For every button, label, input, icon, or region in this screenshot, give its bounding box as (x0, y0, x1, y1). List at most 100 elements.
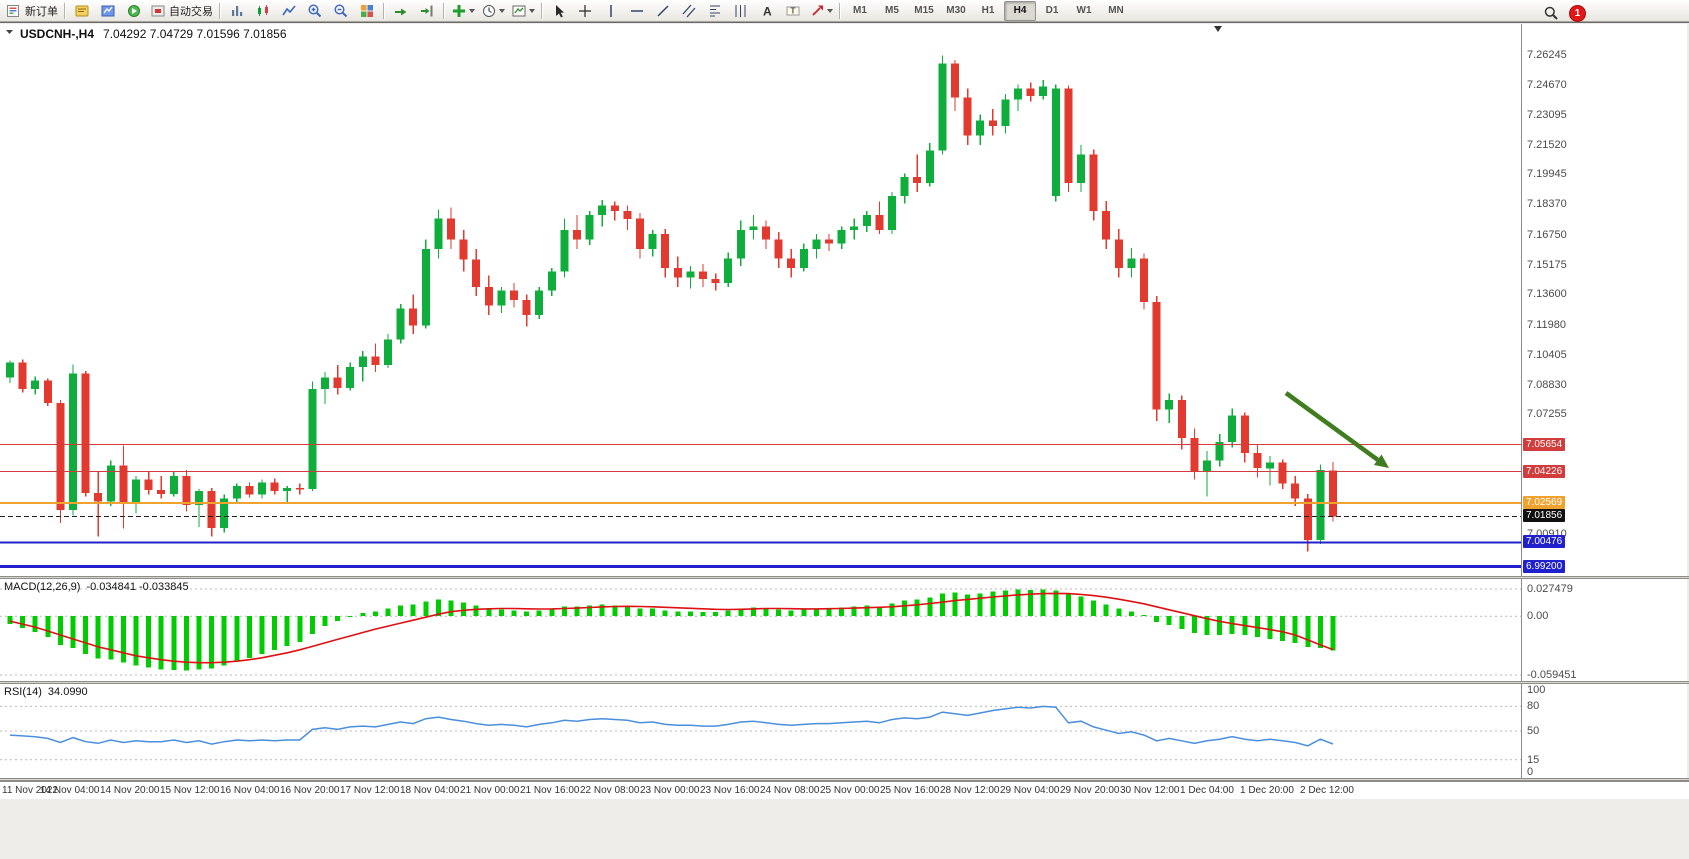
panel-splitter[interactable] (0, 681, 1689, 684)
timeframe-w1-button[interactable]: W1 (1076, 5, 1092, 16)
crosshair-button[interactable] (572, 1, 598, 21)
new-order-icon (7, 4, 19, 17)
text-label-button[interactable]: T (780, 1, 806, 21)
macd-histogram-bar (120, 616, 126, 663)
bar-chart-button[interactable] (224, 1, 250, 21)
chart-shift-button[interactable] (414, 1, 440, 21)
candle-body (774, 239, 783, 259)
price-panel[interactable]: USDCNH-,H4 7.04292 7.04729 7.01596 7.0185… (0, 24, 1521, 576)
macd-histogram-bar (398, 605, 404, 617)
macd-histogram-bar (851, 606, 857, 617)
separator (64, 2, 66, 19)
candlestick-chart[interactable] (0, 24, 1521, 576)
main-toolbar: 新订单 自动交易 (0, 0, 1689, 22)
timeframe-d1-button[interactable]: D1 (1045, 5, 1059, 16)
candle-body (699, 271, 707, 280)
timeframe-h1-button[interactable]: H1 (981, 5, 995, 16)
rsi-chart[interactable] (0, 684, 1521, 778)
macd-axis[interactable]: 0.027479 0.00 -0.059451 (1521, 579, 1687, 681)
fibonacci-button[interactable] (702, 1, 728, 21)
candle-body (18, 362, 27, 389)
zoom-out-button[interactable] (328, 1, 354, 21)
timeframe-mn-button[interactable]: MN (1108, 5, 1124, 16)
candle-body (1215, 441, 1224, 461)
timeframe-m1-button[interactable]: M1 (853, 5, 867, 16)
rsi-axis[interactable]: 100 80 50 15 0 (1521, 684, 1687, 778)
macd-panel[interactable]: MACD(12,26,9) -0.034841 -0.033845 (0, 579, 1521, 681)
candle-body (1303, 498, 1312, 541)
search-button[interactable] (1538, 3, 1564, 23)
cursor-button[interactable] (546, 1, 572, 21)
candle-body (384, 339, 392, 366)
current-price-badge: 7.01856 (1523, 509, 1566, 523)
templates-button[interactable] (508, 1, 538, 21)
new-order-button[interactable]: 新订单 (3, 1, 61, 21)
text-button[interactable]: A (754, 1, 780, 21)
metaeditor-button[interactable] (69, 1, 95, 21)
macd-histogram-bar (183, 616, 189, 671)
trendline-button[interactable] (650, 1, 676, 21)
candlestick-chart-button[interactable] (250, 1, 276, 21)
macd-histogram-bar (246, 616, 252, 658)
time-axis-label: 11 Nov 2022 (2, 785, 58, 796)
notification-badge[interactable]: 1 (1569, 4, 1586, 22)
macd-histogram-bar (309, 616, 315, 634)
price-axis-label: 7.26245 (1527, 49, 1567, 62)
channel-icon (682, 4, 696, 17)
price-axis-label: 7.16750 (1527, 228, 1567, 241)
rsi-panel[interactable]: RSI(14) 34.0990 (0, 684, 1521, 778)
candle-body (308, 388, 317, 489)
candle-body (1177, 400, 1186, 438)
macd-histogram-bar (750, 607, 756, 617)
data-window-button[interactable] (95, 1, 121, 21)
candle-body (1140, 258, 1148, 302)
candle-body (106, 465, 115, 502)
candle-body (1077, 154, 1085, 183)
macd-histogram-bar (1154, 616, 1160, 623)
arrows-button[interactable] (806, 1, 836, 21)
candle-body (825, 239, 833, 244)
panel-splitter[interactable] (0, 778, 1689, 781)
candle-body (673, 267, 682, 278)
cycle-lines-button[interactable] (728, 1, 754, 21)
time-axis[interactable]: 11 Nov 2022 14 Nov 04:00 14 Nov 20:00 15 No… (0, 781, 1689, 799)
periods-button[interactable] (478, 1, 508, 21)
cycle-lines-icon (735, 4, 746, 17)
macd-histogram-bar (171, 616, 177, 671)
trend-arrow-annotation[interactable] (1284, 391, 1380, 462)
line-chart-button[interactable] (276, 1, 302, 21)
tile-windows-button[interactable] (354, 1, 380, 21)
time-axis-label: 14 Nov 04:00 (40, 785, 100, 796)
macd-histogram-bar (297, 616, 303, 642)
timeframe-m5-button[interactable]: M5 (885, 5, 899, 16)
zoom-in-button[interactable] (302, 1, 328, 21)
timeframe-h4-button[interactable]: H4 (1004, 0, 1036, 21)
autotrading-button[interactable]: 自动交易 (147, 1, 216, 21)
candle-body (484, 286, 493, 306)
indicators-button[interactable] (448, 1, 478, 21)
macd-histogram-bar (1191, 616, 1197, 633)
macd-histogram-bar (902, 600, 908, 617)
timeframe-m15-button[interactable]: M15 (914, 5, 934, 16)
macd-axis-label: 0.027479 (1527, 583, 1573, 595)
vertical-line-button[interactable] (598, 1, 624, 21)
candle-body (1039, 86, 1048, 96)
macd-chart[interactable] (0, 579, 1521, 681)
candle-body (1291, 483, 1300, 499)
price-axis[interactable]: 7.26245 7.24670 7.23095 7.21520 7.19945 7.183… (1521, 24, 1687, 576)
panel-splitter[interactable] (0, 576, 1689, 579)
candle-body (522, 300, 531, 316)
horizontal-line-button[interactable] (624, 1, 650, 21)
channel-button[interactable] (676, 1, 702, 21)
vertical-line-icon (610, 4, 612, 17)
time-axis-label: 21 Nov 16:00 (520, 785, 580, 796)
time-axis-label: 1 Dec 04:00 (1180, 785, 1234, 796)
timeframe-m30-button[interactable]: M30 (946, 5, 966, 16)
macd-histogram-bar (813, 608, 819, 617)
refresh-button[interactable] (121, 1, 147, 21)
rsi-value: 34.0990 (47, 686, 88, 698)
time-axis-label: 18 Nov 04:00 (400, 785, 460, 796)
clock-icon (483, 4, 495, 17)
auto-scroll-button[interactable] (388, 1, 414, 21)
chart-menu-arrow[interactable] (6, 30, 13, 34)
